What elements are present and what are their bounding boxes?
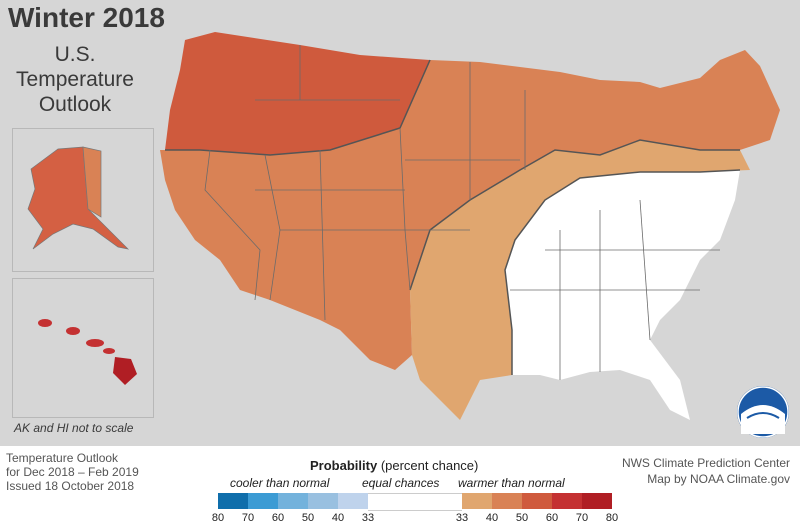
legend-swatch-warm-1 — [462, 493, 492, 509]
legend-tick: 60 — [271, 512, 285, 524]
alaska-inset — [12, 128, 154, 272]
equal-chances-region — [505, 170, 740, 420]
legend-swatch-warm-5 — [582, 493, 612, 509]
contour-60 — [165, 59, 431, 156]
footer-source: NWS Climate Prediction Center — [621, 456, 790, 470]
footer-outlook-type: Temperature Outlook — [6, 451, 119, 465]
legend-tick: 60 — [545, 512, 559, 524]
hawaii-inset — [12, 278, 154, 418]
map-area: Winter 2018 U.S. Temperature Outlook AK … — [0, 0, 800, 446]
noaa-logo-mark — [737, 386, 789, 438]
legend-cooler-label: cooler than normal — [230, 476, 330, 490]
legend-tick: 50 — [301, 512, 315, 524]
inset-scale-note: AK and HI not to scale — [14, 421, 134, 435]
legend-tick: 70 — [575, 512, 589, 524]
legend-swatch-warm-3 — [522, 493, 552, 509]
legend-swatch-cool-4 — [308, 493, 338, 509]
subtitle-line-2: Temperature — [16, 68, 134, 91]
warm-60-region — [165, 32, 430, 155]
legend-tick: 33 — [361, 512, 375, 524]
state-borders — [204, 45, 720, 380]
contour-50 — [409, 139, 740, 291]
legend-tick: 40 — [331, 512, 345, 524]
legend-title: Probability (percent chance) — [310, 458, 478, 473]
noaa-logo — [737, 386, 789, 438]
legend-swatch-cool-1 — [218, 493, 248, 509]
alaska-map — [27, 146, 130, 250]
legend-equal-label: equal chances — [362, 476, 440, 490]
warm-50-region — [160, 50, 780, 370]
footer-issued: Issued 18 October 2018 — [6, 479, 135, 493]
legend-tick: 80 — [605, 512, 619, 524]
legend-tick: 33 — [455, 512, 469, 524]
legend-swatch-cool-5 — [338, 493, 368, 509]
legend-tick: 50 — [515, 512, 529, 524]
legend-tick: 80 — [211, 512, 225, 524]
hawaii-map — [38, 319, 137, 385]
map-title: Winter 2018 — [8, 2, 165, 33]
legend-warmer-label: warmer than normal — [458, 476, 565, 490]
legend-title-rest: (percent chance) — [380, 458, 479, 473]
legend-swatch-equal — [368, 493, 462, 511]
subtitle-line-3: Outlook — [38, 93, 112, 116]
subtitle-line-1: U.S. — [54, 43, 96, 66]
footer-credit: Map by NOAA Climate.gov — [647, 472, 790, 486]
footer-period: for Dec 2018 – Feb 2019 — [6, 465, 139, 479]
legend-swatch-cool-3 — [278, 493, 308, 509]
legend-swatch-warm-2 — [492, 493, 522, 509]
legend-tick: 40 — [485, 512, 499, 524]
legend-swatch-cool-2 — [248, 493, 278, 509]
legend-title-bold: Probability — [310, 458, 378, 473]
legend-tick: 70 — [241, 512, 255, 524]
legend-swatch-warm-4 — [552, 493, 582, 509]
footer: Temperature Outlook for Dec 2018 – Feb 2… — [0, 446, 800, 526]
warm-40-region — [410, 140, 750, 420]
contour-40 — [504, 169, 741, 375]
